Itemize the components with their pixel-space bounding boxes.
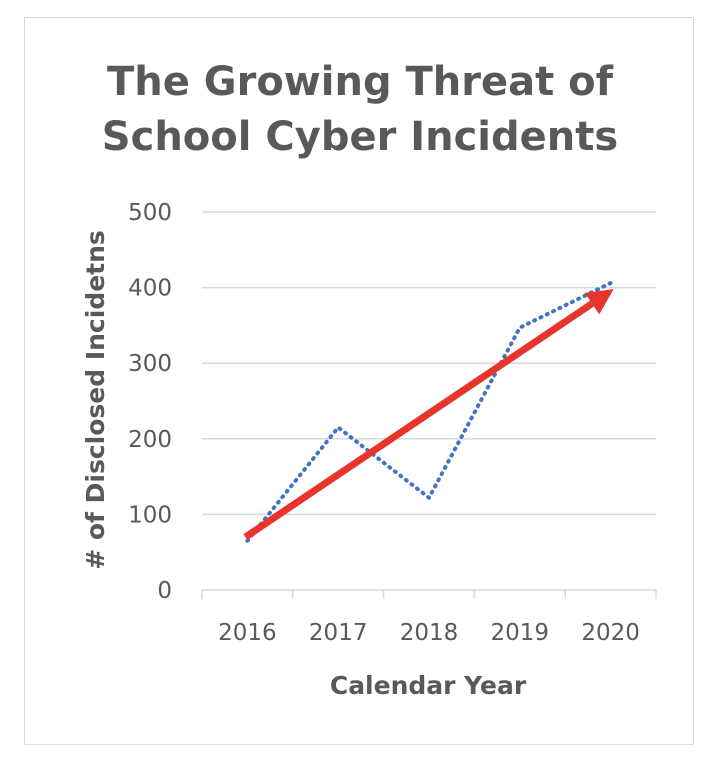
x-axis — [201, 589, 657, 599]
series-line — [245, 281, 613, 543]
y-axis-tick-labels: 0 100 200 300 400 500 — [128, 200, 172, 604]
y-tick-label: 300 — [128, 351, 172, 377]
data-series — [245, 281, 613, 543]
trend-arrow — [243, 289, 614, 540]
x-axis-title: Calendar Year — [330, 671, 527, 700]
y-axis-title: # of Disclosed Incidetns — [81, 230, 110, 570]
chart-title-line-1: The Growing Threat of — [107, 59, 614, 105]
x-tick-label: 2017 — [309, 620, 368, 646]
y-tick-label: 200 — [128, 427, 172, 453]
x-tick-label: 2016 — [218, 620, 277, 646]
x-tick-label: 2019 — [491, 620, 550, 646]
y-tick-label: 100 — [128, 502, 172, 528]
x-tick-label: 2020 — [581, 620, 640, 646]
trend-arrow-shaft — [243, 300, 594, 540]
x-axis-tick-labels: 2016 2017 2018 2019 2020 — [218, 620, 640, 646]
chart-frame — [24, 17, 694, 745]
x-tick-label: 2018 — [400, 620, 459, 646]
trend-arrow-head — [584, 289, 614, 315]
y-tick-label: 500 — [128, 200, 172, 226]
y-tick-label: 0 — [157, 578, 172, 604]
gridlines — [202, 211, 656, 516]
y-tick-label: 400 — [128, 276, 172, 302]
chart-title-line-2: School Cyber Incidents — [102, 114, 618, 160]
